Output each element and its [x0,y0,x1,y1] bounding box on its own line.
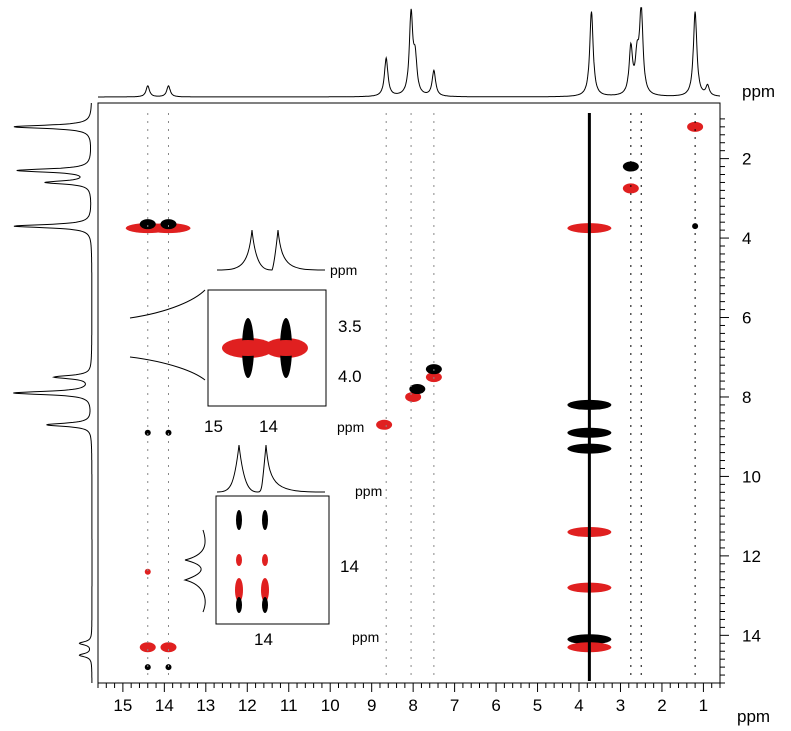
inset-bottom-peak-b [262,510,268,530]
inset-top-unit: ppm [330,262,357,278]
y-tick-label: 2 [742,150,751,169]
cross-peak [144,429,151,436]
x-tick-label: 2 [657,696,666,715]
inset-top-side-unit: ppm [337,419,364,435]
inset-bottom-peak-e [235,578,243,602]
x-tick-label: 6 [491,696,500,715]
x-tick-label: 9 [367,696,376,715]
y-tick-label: 8 [742,388,751,407]
inset-top-x-tick-1: 15 [204,417,223,436]
y-tick-label: 12 [742,547,761,566]
inset-bottom: ppm 14 14 ppm [183,444,382,649]
inset-top-left-trace [129,289,206,381]
inset-bottom-peak-c [236,554,242,566]
y-axis: 2 4 6 8 10 12 14 [719,103,761,684]
top-projection-trace [98,7,720,98]
inset-bottom-y-tick: 14 [340,557,359,576]
x-tick-label: 15 [113,696,132,715]
x-tick-label: 1 [699,696,708,715]
x-tick-label: 8 [408,696,417,715]
x-tick-label: 14 [155,696,174,715]
inset-bottom-x-tick: 14 [254,630,273,649]
inset-bottom-projection [216,444,326,493]
x-tick-label: 5 [533,696,542,715]
cross-peak [144,664,151,671]
cross-peak [687,121,704,132]
inset-bottom-peak-a [236,510,242,530]
x-tick-label: 7 [450,696,459,715]
x-tick-label: 12 [238,696,257,715]
inset-bottom-peak-h [262,597,268,613]
y-tick-label: 6 [742,309,751,328]
cross-peak [622,183,639,194]
cross-peak [405,391,422,402]
x-tick-label: 10 [321,696,340,715]
x-tick-label: 13 [196,696,215,715]
inset-bottom-unit-bottom: ppm [352,629,379,645]
x-tick-label: 4 [574,696,583,715]
inset-bottom-unit-top: ppm [355,483,382,499]
cross-peak [376,419,393,430]
top-projection-unit: ppm [742,82,775,101]
inset-top-peak-right-neg [266,340,306,356]
inset-top-peak-left-neg [226,340,270,356]
left-projection-trace [13,103,93,683]
x-axis-unit: ppm [737,707,770,726]
x-tick-label: 3 [616,696,625,715]
inset-bottom-left-trace [183,529,206,613]
y-tick-label: 4 [742,229,751,248]
cross-peak [144,568,151,575]
inset-bottom-peak-g [236,597,242,613]
cross-peak [622,161,639,172]
cross-peak [165,429,172,436]
cross-peak [160,642,177,653]
inset-top-projection [216,229,326,271]
cross-peak [139,642,156,653]
inset-bottom-peak-f [261,578,269,602]
cross-peaks [125,113,704,681]
y-tick-label: 10 [742,467,761,486]
cross-peak [139,219,156,230]
cross-peak [165,664,172,671]
y-tick-label: 14 [742,626,761,645]
x-tick-label: 11 [280,696,298,715]
top-projection [98,7,720,98]
cross-peak [160,219,177,230]
inset-top: ppm 3.5 4.0 15 14 [129,229,362,436]
inset-top-y-tick-2: 4.0 [338,367,362,386]
inset-bottom-frame [215,495,330,625]
left-projection [13,103,93,683]
inset-top-y-tick-1: 3.5 [338,317,362,336]
cross-peak [409,384,426,395]
inset-bottom-peak-d [262,554,268,566]
inset-top-x-tick-2: 14 [259,417,278,436]
x-axis: 15 14 13 12 11 10 9 8 7 6 5 4 3 2 1 [97,682,721,715]
